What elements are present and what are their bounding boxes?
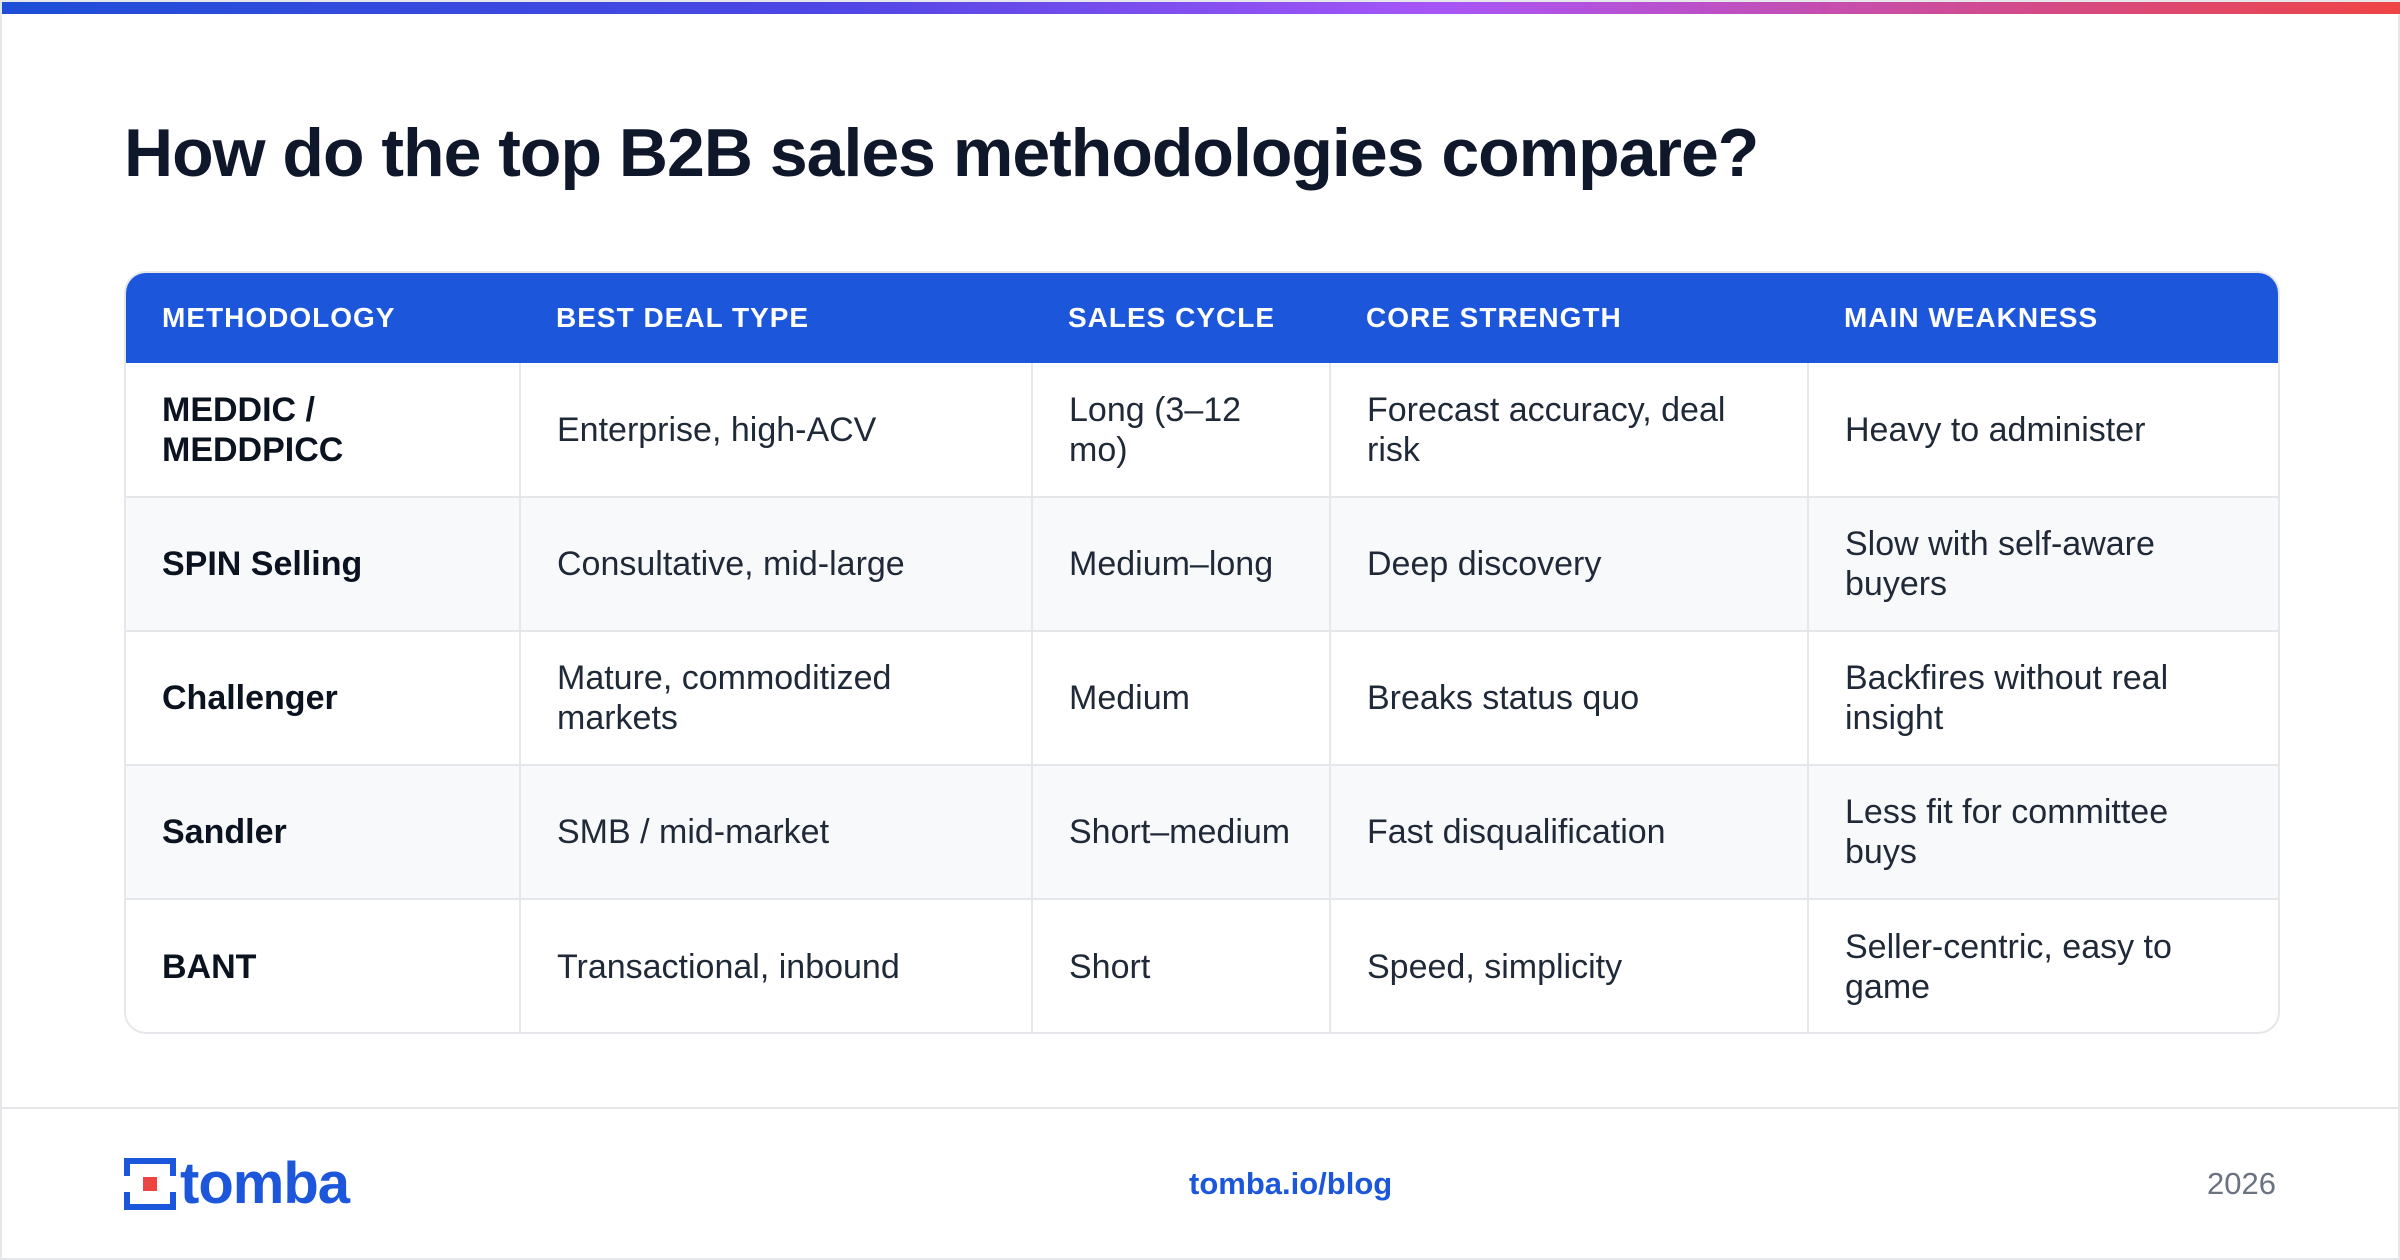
footer-divider	[2, 1107, 2400, 1109]
table-row: MEDDIC / MEDDPICC Enterprise, high-ACV L…	[126, 363, 2278, 497]
logo-wordmark: tomba	[180, 1151, 350, 1216]
cell-core-strength: Breaks status quo	[1329, 630, 1808, 765]
cell-best-deal-type: Transactional, inbound	[519, 898, 1032, 1032]
cell-core-strength: Speed, simplicity	[1329, 898, 1808, 1032]
cell-sales-cycle: Short–medium	[1031, 764, 1330, 899]
cell-best-deal-type: Mature, commoditized markets	[519, 630, 1032, 765]
blog-link[interactable]: tomba.io/blog	[1189, 1166, 1393, 1201]
cell-core-strength: Fast disqualification	[1329, 764, 1808, 899]
tomba-logo-icon	[124, 1158, 176, 1210]
cell-main-weakness: Backfires without real insight	[1807, 630, 2278, 765]
cell-sales-cycle: Medium	[1031, 630, 1330, 765]
tomba-logo[interactable]: tomba	[124, 1151, 350, 1216]
table-row: Sandler SMB / mid-market Short–medium Fa…	[126, 764, 2278, 899]
table-row: SPIN Selling Consultative, mid-large Med…	[126, 496, 2278, 631]
cell-main-weakness: Less fit for committee buys	[1807, 764, 2278, 899]
comparison-table: METHODOLOGY BEST DEAL TYPE SALES CYCLE C…	[124, 271, 2280, 1034]
header-sales-cycle: SALES CYCLE	[1068, 302, 1276, 333]
cell-methodology: BANT	[126, 898, 520, 1032]
cell-main-weakness: Slow with self-aware buyers	[1807, 496, 2278, 631]
table-header-row: METHODOLOGY BEST DEAL TYPE SALES CYCLE C…	[126, 273, 2278, 363]
cell-best-deal-type: SMB / mid-market	[519, 764, 1032, 899]
cell-core-strength: Forecast accuracy, deal risk	[1329, 363, 1808, 497]
cell-methodology: Challenger	[126, 630, 520, 765]
cell-methodology: SPIN Selling	[126, 496, 520, 631]
footer-year: 2026	[2207, 1166, 2276, 1201]
table-row: BANT Transactional, inbound Short Speed,…	[126, 898, 2278, 1032]
cell-sales-cycle: Short	[1031, 898, 1330, 1032]
header-main-weakness: MAIN WEAKNESS	[1844, 302, 2099, 333]
cell-methodology: Sandler	[126, 764, 520, 899]
cell-sales-cycle: Long (3–12 mo)	[1031, 363, 1330, 497]
cell-best-deal-type: Consultative, mid-large	[519, 496, 1032, 631]
gradient-top-bar	[2, 2, 2400, 14]
page-title: How do the top B2B sales methodologies c…	[124, 115, 1759, 191]
header-methodology: METHODOLOGY	[162, 302, 396, 333]
cell-best-deal-type: Enterprise, high-ACV	[519, 363, 1032, 497]
cell-core-strength: Deep discovery	[1329, 496, 1808, 631]
cell-sales-cycle: Medium–long	[1031, 496, 1330, 631]
header-best-deal-type: BEST DEAL TYPE	[556, 302, 810, 333]
cell-methodology: MEDDIC / MEDDPICC	[162, 390, 344, 469]
header-core-strength: CORE STRENGTH	[1366, 302, 1622, 333]
cell-main-weakness: Heavy to administer	[1807, 363, 2278, 497]
table-row: Challenger Mature, commoditized markets …	[126, 630, 2278, 765]
cell-main-weakness: Seller-centric, easy to game	[1807, 898, 2278, 1032]
